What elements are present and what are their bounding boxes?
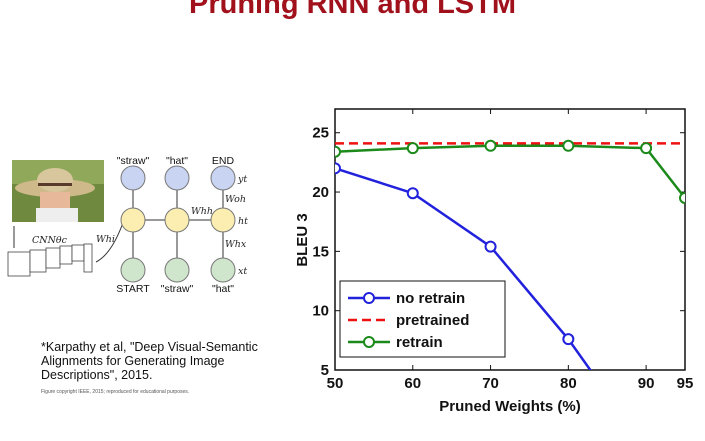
data-point-retrain <box>484 139 497 152</box>
slide-title: Pruning RNN and LSTM <box>188 0 517 20</box>
input-node-1 <box>120 257 146 283</box>
w-hi-label: Whi <box>96 234 115 245</box>
x-tick-label: 95 <box>677 375 694 392</box>
rnn-diagram: CNNθc Whi "straw" "hat" END Whh Woh Whx … <box>7 155 248 295</box>
y-tick-label: 5 <box>321 362 329 379</box>
y-tick-label: 20 <box>312 184 329 201</box>
y-tick-label: 10 <box>312 303 329 320</box>
data-point-retrain <box>406 142 419 155</box>
hidden-node-2 <box>164 207 190 233</box>
x-axis-label: Pruned Weights (%) <box>439 398 580 415</box>
hidden-node-3 <box>210 207 236 233</box>
input-node-2 <box>164 257 190 283</box>
citation-text: *Karpathy et al, "Deep Visual-Semantic A… <box>41 340 258 382</box>
legend-label-pretrained: pretrained <box>396 312 469 329</box>
input-word-3: "hat" <box>212 283 234 295</box>
legend: no retrain pretrained retrain <box>339 280 506 358</box>
data-point-retrain <box>335 145 341 158</box>
data-point-no-retrain <box>602 389 612 399</box>
copyright-note: Figure copyright IEEE, 2015; reproduced … <box>41 389 190 395</box>
x-tick-label: 70 <box>482 375 499 392</box>
x-tick-label: 60 <box>404 375 421 392</box>
data-point-no-retrain <box>406 187 419 200</box>
data-point-retrain <box>640 142 653 155</box>
legend-marker-retrain <box>363 336 375 348</box>
output-word-1: "straw" <box>117 155 150 167</box>
y-axis-label: BLEU 3 <box>294 213 311 266</box>
h-t-label: ht <box>238 216 248 227</box>
cnn-label: CNNθc <box>32 235 68 246</box>
x-tick-label: 50 <box>327 375 344 392</box>
input-word-2: "straw" <box>161 283 194 295</box>
x-tick-label: 80 <box>560 375 577 392</box>
output-node-2 <box>164 165 190 191</box>
data-point-retrain <box>679 191 685 204</box>
input-word-1: START <box>116 283 150 295</box>
x-t-label: xt <box>238 266 247 277</box>
y-t-label: yt <box>237 174 247 185</box>
y-tick-label: 15 <box>312 243 329 260</box>
data-point-no-retrain <box>484 240 497 253</box>
w-hh-label: Whh <box>191 206 213 217</box>
w-oh-label: Woh <box>225 194 246 205</box>
legend-marker-no-retrain <box>363 292 375 304</box>
data-point-no-retrain <box>335 162 341 175</box>
output-word-2: "hat" <box>166 155 188 167</box>
y-tick-label: 25 <box>312 125 329 142</box>
output-node-3 <box>210 165 236 191</box>
series-line-retrain <box>335 144 685 199</box>
legend-label-no-retrain: no retrain <box>396 290 465 307</box>
input-node-3 <box>210 257 236 283</box>
data-point-retrain <box>562 139 575 152</box>
cnn-stack-icon <box>7 243 93 277</box>
hidden-node-1 <box>120 207 146 233</box>
data-point-no-retrain <box>562 333 575 346</box>
w-hx-label: Whx <box>225 239 247 250</box>
photo-man-straw-hat <box>12 160 104 222</box>
bleu-chart: 50 60 70 80 90 95 5 10 15 20 25 BLEU 3 Pruned Weig… <box>294 108 694 415</box>
output-node-1 <box>120 165 146 191</box>
legend-label-retrain: retrain <box>396 334 443 351</box>
output-word-3: END <box>212 155 235 167</box>
x-tick-label: 90 <box>638 375 655 392</box>
